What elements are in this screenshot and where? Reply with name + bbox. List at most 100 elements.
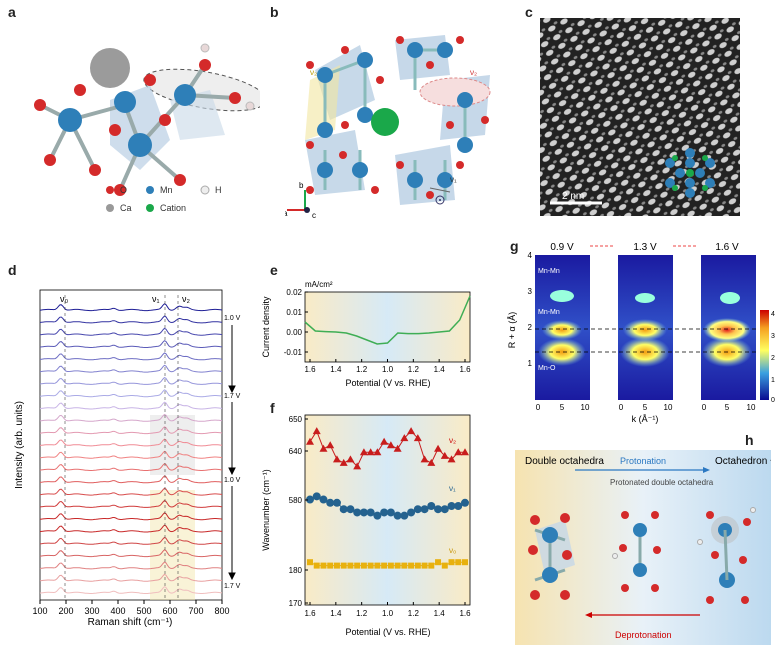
- v1-point: [359, 508, 368, 517]
- voltage-label: 1.7 V: [224, 393, 241, 400]
- v0-point: [340, 562, 347, 569]
- mn-atom: [58, 108, 82, 132]
- e-unit: mA/cm²: [305, 280, 333, 289]
- svg-text:5: 5: [725, 403, 730, 412]
- f-xtick: 1.4: [434, 609, 446, 618]
- panel-b-structure: ν₂ ν₂ ν₁ b a c: [285, 35, 491, 220]
- v1-point: [407, 508, 416, 517]
- v2-point: [306, 437, 314, 445]
- v2-point: [319, 444, 328, 452]
- v0-point: [428, 562, 435, 569]
- d-xtick: 300: [84, 606, 99, 616]
- v0-point: [448, 559, 455, 566]
- g-title-1: 1.3 V: [633, 242, 657, 253]
- colorbar: [760, 310, 769, 400]
- v2-point: [447, 455, 456, 463]
- v2-point: [461, 448, 469, 456]
- legend-h: H: [215, 185, 222, 195]
- v1-point: [434, 505, 443, 514]
- e-xtick: 1.2: [356, 365, 368, 374]
- f-ytick: 650: [289, 415, 303, 424]
- raman-trace: [39, 389, 223, 398]
- h-atom: [200, 43, 210, 53]
- raman-trace: [39, 450, 223, 459]
- raman-trace: [39, 438, 223, 447]
- current-density-curve: [304, 295, 471, 345]
- v1-label: ν₁: [450, 175, 457, 184]
- d-xtick: 500: [136, 606, 151, 616]
- v1-point: [440, 505, 449, 514]
- v1-point: [306, 495, 314, 504]
- svg-text:10: 10: [664, 403, 673, 412]
- v2-point: [440, 451, 449, 459]
- panel-c-letter: c: [525, 4, 533, 20]
- v2-point: [454, 448, 463, 456]
- g-anno-mno: Mn-O: [538, 365, 556, 372]
- v1-point: [380, 508, 389, 517]
- v0-point: [381, 562, 388, 569]
- g-anno-mnmn-edge: Mn-Mn: [538, 309, 560, 316]
- panel-f-letter: f: [270, 400, 275, 416]
- g-title-0: 0.9 V: [550, 242, 574, 253]
- svg-text:10: 10: [747, 403, 756, 412]
- v0-point: [421, 562, 428, 569]
- e-ylabel: Current density: [261, 296, 271, 358]
- raman-trace: [39, 327, 223, 336]
- v2-point: [407, 427, 416, 435]
- g-xlabel: k (Å⁻¹): [632, 414, 659, 424]
- e-xtick: 1.6: [304, 365, 316, 374]
- mn-atom: [114, 91, 136, 113]
- f-xtick: 1.2: [408, 609, 420, 618]
- v2-point: [393, 444, 402, 452]
- v0-point: [401, 562, 408, 569]
- v1-point: [420, 505, 429, 514]
- v0-point: [462, 559, 468, 566]
- v0-point: [374, 562, 381, 569]
- h-left-title: Double octahedra: [525, 456, 604, 467]
- d-xtick: 100: [32, 606, 47, 616]
- raman-trace: [39, 401, 223, 410]
- panel-g-letter: g: [510, 238, 519, 254]
- v1-point: [393, 511, 402, 520]
- raman-trace: [39, 499, 223, 508]
- g-anno-mnmn-corner: Mn-Mn: [538, 268, 560, 275]
- d-xtick: 400: [110, 606, 125, 616]
- wavelet-map-1.6V: [701, 255, 756, 400]
- peak-label-v1: ν₁: [152, 294, 160, 304]
- v2-label: ν₂: [470, 68, 477, 77]
- cb-tick: 4: [771, 311, 775, 318]
- panel-a-letter: a: [8, 4, 16, 20]
- raman-trace: [39, 536, 223, 545]
- e-xtick: 1.4: [434, 365, 446, 374]
- f-xtick: 1.6: [304, 609, 316, 618]
- h-right-title: Octahedron + tetrahedron: [715, 456, 771, 467]
- e-ytick: 0.00: [286, 328, 302, 337]
- v0-point: [394, 562, 401, 569]
- v1-point: [326, 498, 335, 507]
- v0-point: [441, 562, 448, 569]
- v0-point: [360, 562, 367, 569]
- e-xtick: 1.0: [382, 365, 394, 374]
- cb-tick: 3: [771, 333, 775, 340]
- series-label-v1: ν₁: [449, 484, 456, 493]
- v1-point: [447, 502, 456, 510]
- v1-point: [346, 505, 355, 514]
- v2-point: [312, 427, 321, 435]
- legend-cation: Cation: [160, 203, 186, 213]
- v2-point: [400, 434, 409, 442]
- g-ytick: 2: [528, 323, 533, 332]
- g-title-2: 1.6 V: [715, 242, 739, 253]
- e-ytick: -0.01: [284, 348, 303, 357]
- d-xtick: 600: [162, 606, 177, 616]
- h-center-title: Protonated double octahedra: [610, 478, 714, 487]
- v1-point: [400, 511, 409, 520]
- e-ytick: 0.02: [286, 288, 302, 297]
- e-ytick: 0.01: [286, 308, 302, 317]
- peak-label-v0: ν₀: [60, 294, 69, 304]
- double-octahedra-model: [528, 513, 575, 600]
- panel-b-letter: b: [270, 4, 279, 20]
- d-ylabel: Intensity (arb. units): [14, 401, 25, 489]
- v2-point: [359, 448, 368, 456]
- cation-atom: [371, 108, 399, 136]
- svg-text:0: 0: [536, 403, 541, 412]
